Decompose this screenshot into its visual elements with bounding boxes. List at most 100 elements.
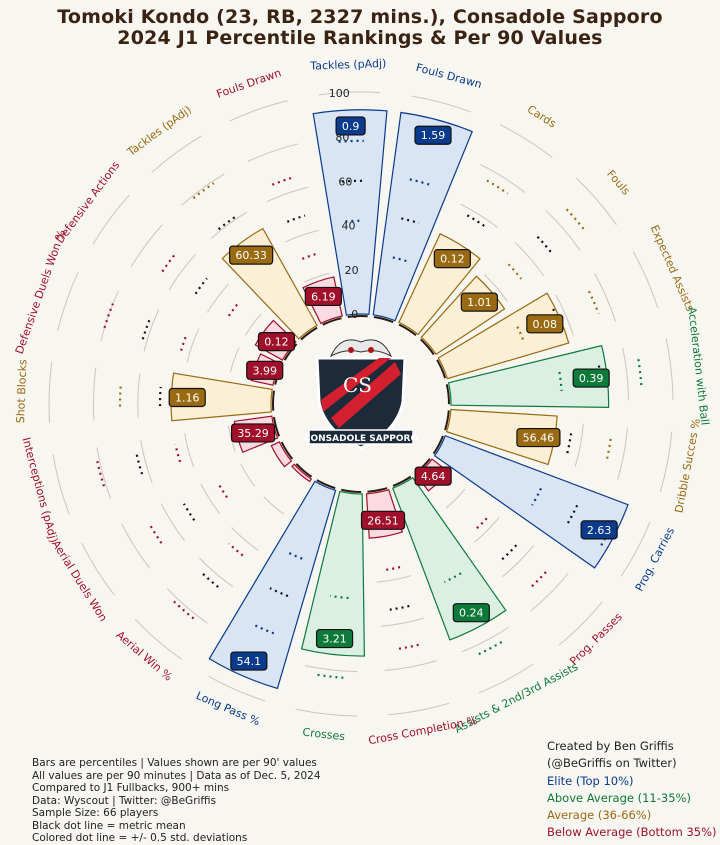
- dot-line: [96, 461, 106, 487]
- bar: [445, 408, 558, 466]
- grid-arc: [474, 517, 500, 543]
- dot-line: [217, 483, 228, 499]
- grid-arc: [92, 194, 130, 245]
- dot-line: [192, 182, 215, 200]
- grid-arc: [199, 557, 234, 588]
- value-badge: [335, 116, 366, 136]
- metric-label: Tackles (pAdj): [309, 57, 386, 73]
- legend-average: Average (36-66%): [547, 808, 652, 822]
- credit: Created by Ben Griffis (@BeGriffis on Tw…: [547, 738, 677, 771]
- axis-tick-label: 0: [351, 308, 358, 321]
- dot-line: [135, 452, 144, 475]
- value-badge: [304, 286, 342, 307]
- grid-arc: [484, 274, 508, 302]
- dot-line: [501, 544, 518, 561]
- grid-arc: [266, 186, 309, 203]
- value-label: 0.39: [579, 372, 604, 385]
- metric-label: Acceleration with Ball: [685, 306, 711, 426]
- note-line: Bars are percentiles | Values shown are …: [32, 757, 317, 769]
- grid-arc: [460, 203, 499, 229]
- value-label: 35.29: [237, 427, 269, 440]
- dot-line: [443, 572, 462, 583]
- grid-arc: [622, 347, 630, 401]
- grid-arc: [81, 542, 115, 596]
- dot-line: [558, 371, 563, 392]
- dot-line: [158, 386, 162, 407]
- grid-arc: [388, 702, 450, 716]
- grid-arc: [632, 251, 659, 309]
- club-logo: CS CONSADOLE SAPPORO: [304, 339, 419, 450]
- grid-arc: [166, 588, 208, 624]
- grid-arc: [121, 523, 150, 569]
- dot-line: [161, 252, 177, 273]
- grid-arc: [137, 373, 141, 418]
- bar: [300, 490, 366, 657]
- grid-arc: [594, 273, 617, 322]
- dot-line: [301, 252, 317, 260]
- base-arc: [367, 487, 388, 493]
- value-badge: [414, 125, 452, 145]
- grid-arc: [229, 347, 240, 373]
- dot-line: [103, 303, 114, 329]
- base-arc: [295, 463, 313, 478]
- grid-arc: [57, 272, 79, 331]
- metric-label: Shot Blocks: [14, 359, 29, 424]
- dot-line: [566, 433, 573, 454]
- base-arc: [272, 390, 275, 411]
- value-label: 1.01: [467, 296, 492, 309]
- value-badge: [230, 423, 276, 443]
- legend-below-average: Below Average (Bottom 35%): [547, 825, 717, 839]
- grid-arc: [620, 521, 651, 577]
- bar: [312, 109, 388, 316]
- value-badge: [572, 368, 610, 388]
- bar: [372, 111, 473, 322]
- value-label: 0.08: [533, 318, 558, 331]
- grid-arc: [304, 272, 330, 283]
- value-label: 0.12: [440, 253, 465, 266]
- axis-tick-label: 60: [338, 175, 352, 188]
- grid-arc: [558, 601, 603, 646]
- dot-line: [605, 438, 612, 463]
- metric-label: Long Pass %: [194, 689, 262, 728]
- grid-arc: [247, 143, 299, 162]
- grid-arc: [229, 100, 288, 122]
- grid-arc: [555, 294, 574, 336]
- grid-arc: [263, 496, 285, 515]
- credit-line: (@BeGriffis on Twitter): [547, 755, 677, 770]
- grid-arc: [130, 224, 163, 268]
- grid-arc: [384, 660, 437, 672]
- grid-arc: [318, 91, 381, 96]
- grid-arc: [211, 211, 248, 239]
- value-badge: [315, 628, 354, 649]
- grid-arc: [545, 209, 581, 251]
- dot-line: [565, 504, 579, 527]
- base-arc: [420, 338, 435, 356]
- credit-line: Created by Ben Griffis: [547, 739, 674, 753]
- dot-line: [552, 308, 563, 329]
- grid-arc: [143, 309, 160, 352]
- grid-arc: [100, 290, 119, 342]
- grid-arc: [295, 708, 357, 717]
- grid-arc: [160, 503, 186, 542]
- base-arc: [445, 384, 451, 405]
- grid-arc: [52, 454, 70, 515]
- grid-arc: [574, 423, 584, 468]
- dot-line: [174, 444, 182, 463]
- value-label: 1.16: [175, 391, 200, 404]
- value-badge: [257, 332, 296, 352]
- dot-line: [345, 219, 363, 223]
- value-badge: [246, 360, 284, 380]
- value-label: 2.63: [587, 524, 612, 537]
- dot-line: [271, 176, 294, 186]
- axis-tick-label: 20: [345, 264, 359, 277]
- dot-line: [182, 503, 196, 521]
- grid-arc: [208, 675, 266, 702]
- dot-line: [565, 208, 586, 231]
- crest-club-name: CONSADOLE SAPPORO: [304, 434, 419, 444]
- grid-arc: [376, 575, 412, 583]
- base-arc: [436, 359, 447, 379]
- dot-line: [384, 566, 401, 572]
- grid-arc: [617, 427, 629, 480]
- dot-line: [516, 326, 525, 343]
- metric-label: Defensive Duels Won %: [13, 228, 68, 356]
